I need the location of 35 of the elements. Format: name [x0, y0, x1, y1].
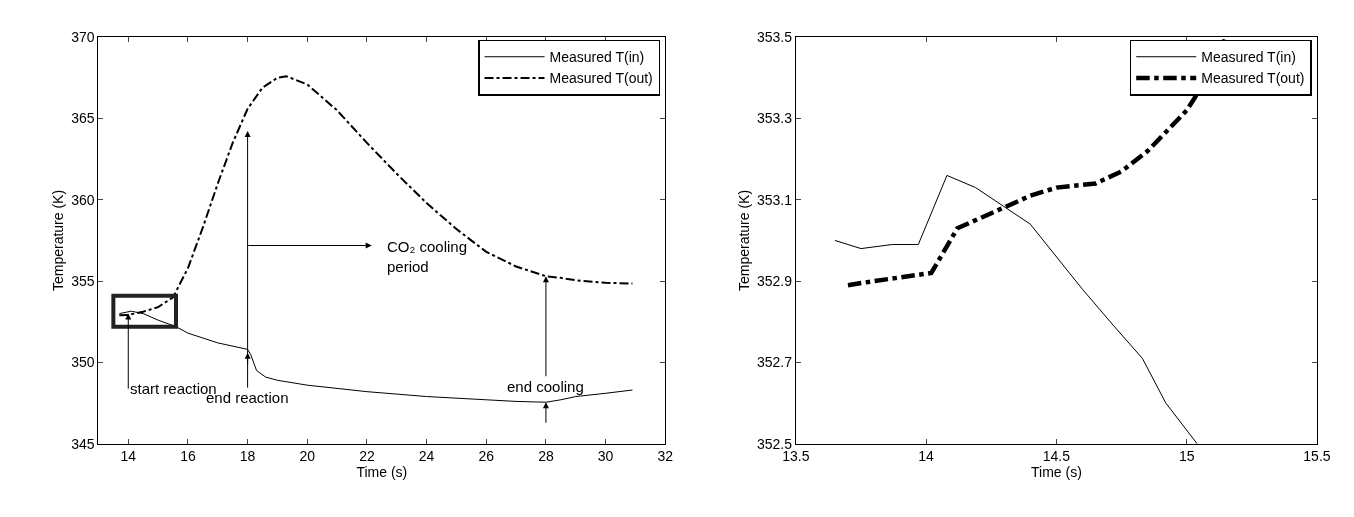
x-tick-label: 26 — [478, 448, 495, 465]
x-tick-label: 18 — [239, 448, 256, 465]
y-tick-label: 355 — [71, 273, 95, 290]
y-tick-label: 345 — [71, 435, 95, 452]
x-tick-label: 28 — [538, 448, 554, 465]
y-tick-label: 353.3 — [757, 110, 793, 127]
y-tick-label: 350 — [71, 354, 95, 371]
y-tick-label: 352.7 — [757, 354, 793, 371]
x-tick-label: 22 — [359, 448, 375, 465]
y-tick-label: 370 — [71, 29, 95, 46]
annotation: CO₂ cooling period — [387, 238, 468, 275]
legend-label: Measured T(in) — [1201, 49, 1296, 66]
y-axis-title: Temperature (K) — [735, 189, 752, 292]
y-tick-label: 365 — [71, 110, 95, 127]
x-tick-label: 14 — [120, 448, 137, 465]
x-tick-label: 30 — [597, 448, 614, 465]
x-tick-label: 15.5 — [1303, 448, 1331, 465]
y-tick-label: 353.5 — [757, 29, 793, 46]
y-tick-label: 360 — [71, 191, 95, 208]
x-tick-label: 15 — [1178, 448, 1195, 465]
x-tick-label: 24 — [418, 448, 435, 465]
x-tick-label: 14.5 — [1042, 448, 1071, 465]
x-axis-title: Time (s) — [356, 464, 408, 481]
y-axis-title: Temperature (K) — [49, 189, 66, 292]
y-tick-label: 352.9 — [757, 273, 793, 290]
legend-label: Measured T(out) — [549, 70, 653, 87]
annotation: end cooling — [507, 378, 584, 395]
x-tick-label: 16 — [180, 448, 196, 465]
x-tick-label: 14 — [918, 448, 935, 465]
legend-label: Measured T(in) — [549, 49, 645, 66]
x-tick-label: 20 — [299, 448, 316, 465]
y-tick-label: 353.1 — [757, 191, 793, 208]
legend-label: Measured T(out) — [1201, 70, 1305, 87]
x-axis-title: Time (s) — [1030, 464, 1082, 481]
x-tick-label: 32 — [657, 448, 674, 465]
